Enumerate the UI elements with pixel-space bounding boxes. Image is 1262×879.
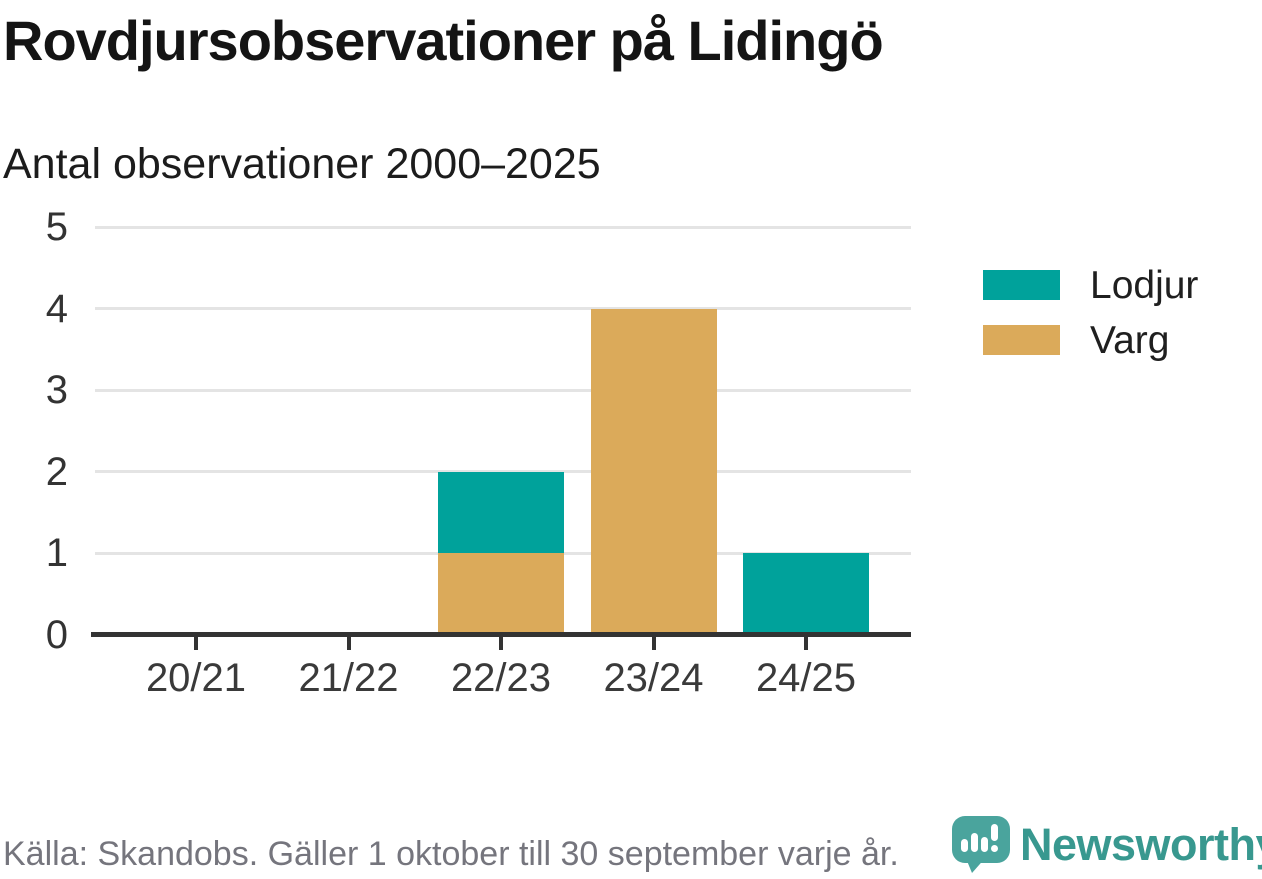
x-axis-tick-label: 23/24 <box>603 656 704 700</box>
bar-segment-varg <box>438 553 564 635</box>
x-axis-tick-label: 21/22 <box>298 656 399 700</box>
newsworthy-logo-text: Newsworthy <box>1020 819 1262 870</box>
y-axis-tick-label: 0 <box>45 613 68 657</box>
bar-segment-lodjur <box>743 553 869 635</box>
legend: Lodjur Varg <box>983 266 1198 380</box>
y-axis-tick-label: 5 <box>45 205 68 249</box>
legend-swatch <box>983 325 1060 355</box>
newsworthy-logo-icon <box>952 816 1010 873</box>
gridline <box>95 307 911 311</box>
gridline <box>95 388 911 392</box>
legend-label: Lodjur <box>1090 263 1199 307</box>
x-axis-tick-label: 24/25 <box>755 656 857 700</box>
x-axis-line <box>91 632 911 637</box>
x-axis-tick-label: 22/23 <box>450 656 552 700</box>
legend-item: Varg <box>983 321 1198 360</box>
gridline <box>95 225 911 229</box>
x-axis-tick <box>804 636 808 650</box>
y-axis-tick-label: 2 <box>45 449 68 494</box>
source-note: Källa: Skandobs. Gäller 1 oktober till 3… <box>3 835 899 873</box>
bar-segment-varg <box>590 308 717 635</box>
x-axis-tick <box>499 636 503 650</box>
legend-label: Varg <box>1090 318 1170 362</box>
y-axis-tick-label: 1 <box>45 531 68 576</box>
y-axis-tick-label: 4 <box>45 286 68 331</box>
x-axis-tick-label: 20/21 <box>145 656 247 700</box>
legend-swatch <box>983 270 1060 300</box>
chart-subtitle: Antal observationer 2000–2025 <box>3 140 601 188</box>
y-axis-tick-label: 3 <box>45 368 68 413</box>
bar-segment-lodjur <box>438 471 564 554</box>
chart-title: Rovdjursobservationer på Lidingö <box>3 9 884 72</box>
newsworthy-logo: Newsworthy <box>952 816 1262 874</box>
x-axis-tick <box>194 636 198 650</box>
x-axis-tick <box>651 636 656 650</box>
x-axis-tick <box>346 636 351 650</box>
legend-item: Lodjur <box>983 266 1198 305</box>
